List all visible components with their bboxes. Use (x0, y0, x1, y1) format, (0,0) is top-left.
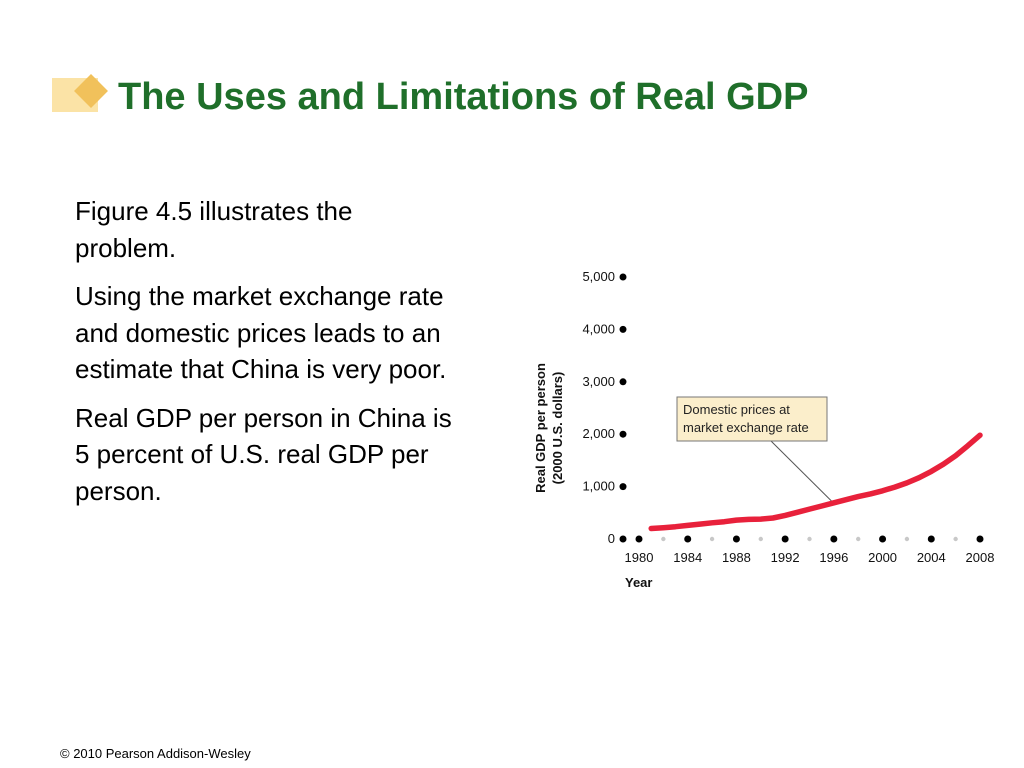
callout-text: market exchange rate (683, 420, 809, 435)
chart-svg: 0 1,000 2,000 3,000 4,000 5,000 1980 1984 1988 19… (533, 269, 995, 590)
x-tick-dot (684, 535, 692, 543)
y-tick-label: 1,000 (582, 479, 615, 494)
bullet-list: Figure 4.5 illustrates the problem. Usin… (75, 193, 460, 521)
copyright-footer: © 2010 Pearson Addison-Wesley (60, 746, 251, 761)
y-axis-label: Real GDP per person (2000 U.S. dollars) (533, 363, 565, 493)
callout-text: Domestic prices at (683, 402, 790, 417)
x-tick-label: 2004 (917, 550, 946, 565)
x-minor-dot (709, 536, 715, 542)
y-tick-label: 3,000 (582, 374, 615, 389)
x-minor-dot (758, 536, 763, 542)
x-minor-dot (904, 536, 910, 542)
x-tick-label: 2008 (966, 550, 995, 565)
x-tick-dot (732, 535, 740, 543)
title-bar: The Uses and Limitations of Real GDP (52, 70, 1012, 130)
slide-title: The Uses and Limitations of Real GDP (118, 76, 809, 118)
x-tick-dot (879, 535, 887, 543)
x-tick-label: 1996 (819, 550, 848, 565)
y-axis-label-line: (2000 U.S. dollars) (550, 372, 565, 485)
y-tick-label: 0 (608, 531, 615, 546)
y-tick-dot (619, 378, 627, 386)
x-minor-dot (807, 536, 812, 542)
x-tick-label: 1992 (771, 550, 800, 565)
x-tick-label: 1988 (722, 550, 751, 565)
x-tick-dot (830, 535, 838, 543)
bullet-text: Figure 4.5 illustrates the problem. (75, 196, 353, 263)
callout-leader-line (770, 440, 835, 504)
y-tick-label: 5,000 (582, 269, 615, 284)
y-tick-dot (619, 535, 627, 543)
x-tick-label: 1980 (625, 550, 654, 565)
y-axis-label-line: Real GDP per person (533, 363, 548, 493)
y-tick-dot (619, 430, 627, 438)
x-tick-dot (635, 535, 643, 543)
y-tick-dot (619, 483, 627, 491)
x-minor-dot (661, 536, 666, 542)
callout-box (676, 396, 828, 442)
x-tick-dot (927, 535, 935, 543)
x-minor-dot (856, 536, 861, 542)
y-tick-dot (619, 325, 627, 333)
y-tick-dot (619, 273, 627, 281)
x-minor-dot (953, 536, 958, 542)
x-tick-dot (976, 535, 984, 543)
x-tick-label: 2000 (868, 550, 897, 565)
x-tick-dot (781, 535, 789, 543)
series-line (648, 432, 983, 532)
x-tick-label: 1984 (673, 550, 702, 565)
gdp-chart: 0 1,000 2,000 3,000 4,000 5,000 1980 1984 1988 19… (525, 255, 1015, 600)
y-tick-label: 4,000 (582, 321, 615, 336)
y-tick-label: 2,000 (582, 426, 615, 441)
x-axis-label: Year (625, 575, 652, 590)
bullet-text: Real GDP per person in China is 5 percen… (75, 402, 452, 506)
bullet-text: Using the market exchange rate and domes… (75, 281, 447, 384)
